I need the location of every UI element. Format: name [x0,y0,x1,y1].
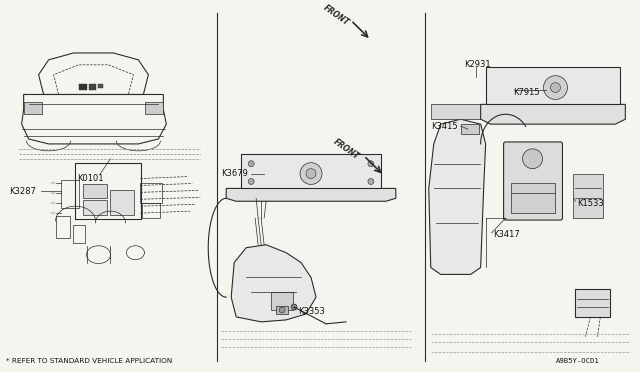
Bar [83,200,108,215]
Text: FRONT: FRONT [332,137,360,161]
Bar [61,180,79,208]
Bar [271,292,293,310]
Text: FRONT: FRONT [321,3,351,28]
Text: K7915: K7915 [513,88,540,97]
Bar [72,225,84,243]
Bar [145,102,163,114]
FancyBboxPatch shape [504,142,563,220]
Circle shape [368,179,374,185]
Circle shape [279,307,285,313]
Polygon shape [226,188,396,201]
Bar [99,84,104,87]
Polygon shape [481,105,625,124]
Bar [461,124,479,134]
Circle shape [306,169,316,179]
Text: K3417: K3417 [493,230,520,239]
Text: K3287: K3287 [9,187,36,196]
Text: K3353: K3353 [298,308,325,317]
Polygon shape [231,245,316,322]
Bar [111,190,134,215]
Circle shape [300,163,322,185]
Bar [573,174,604,218]
Bar [83,185,108,198]
Bar [24,102,42,114]
Bar [79,84,86,90]
Text: K1533: K1533 [577,199,604,208]
Bar [241,154,381,188]
Circle shape [248,179,254,185]
Bar [140,183,163,203]
Circle shape [550,83,561,93]
Circle shape [248,161,254,167]
Circle shape [291,304,297,310]
Polygon shape [429,119,486,275]
Bar [88,84,97,90]
Circle shape [522,149,543,169]
Bar [511,183,556,213]
Circle shape [543,76,568,99]
Text: K0101: K0101 [77,174,104,183]
Text: K3415: K3415 [431,122,458,131]
Bar [276,306,288,314]
Bar [575,289,611,317]
Circle shape [368,161,374,167]
Text: K3679: K3679 [221,169,248,178]
Bar [56,216,70,238]
Bar [486,67,620,105]
Bar [431,105,491,119]
Bar [142,203,161,218]
Text: * REFER TO STANDARD VEHICLE APPLICATION: * REFER TO STANDARD VEHICLE APPLICATION [6,358,172,365]
Text: A9B5Y-OCD1: A9B5Y-OCD1 [556,358,600,365]
Text: K2931: K2931 [464,60,490,69]
